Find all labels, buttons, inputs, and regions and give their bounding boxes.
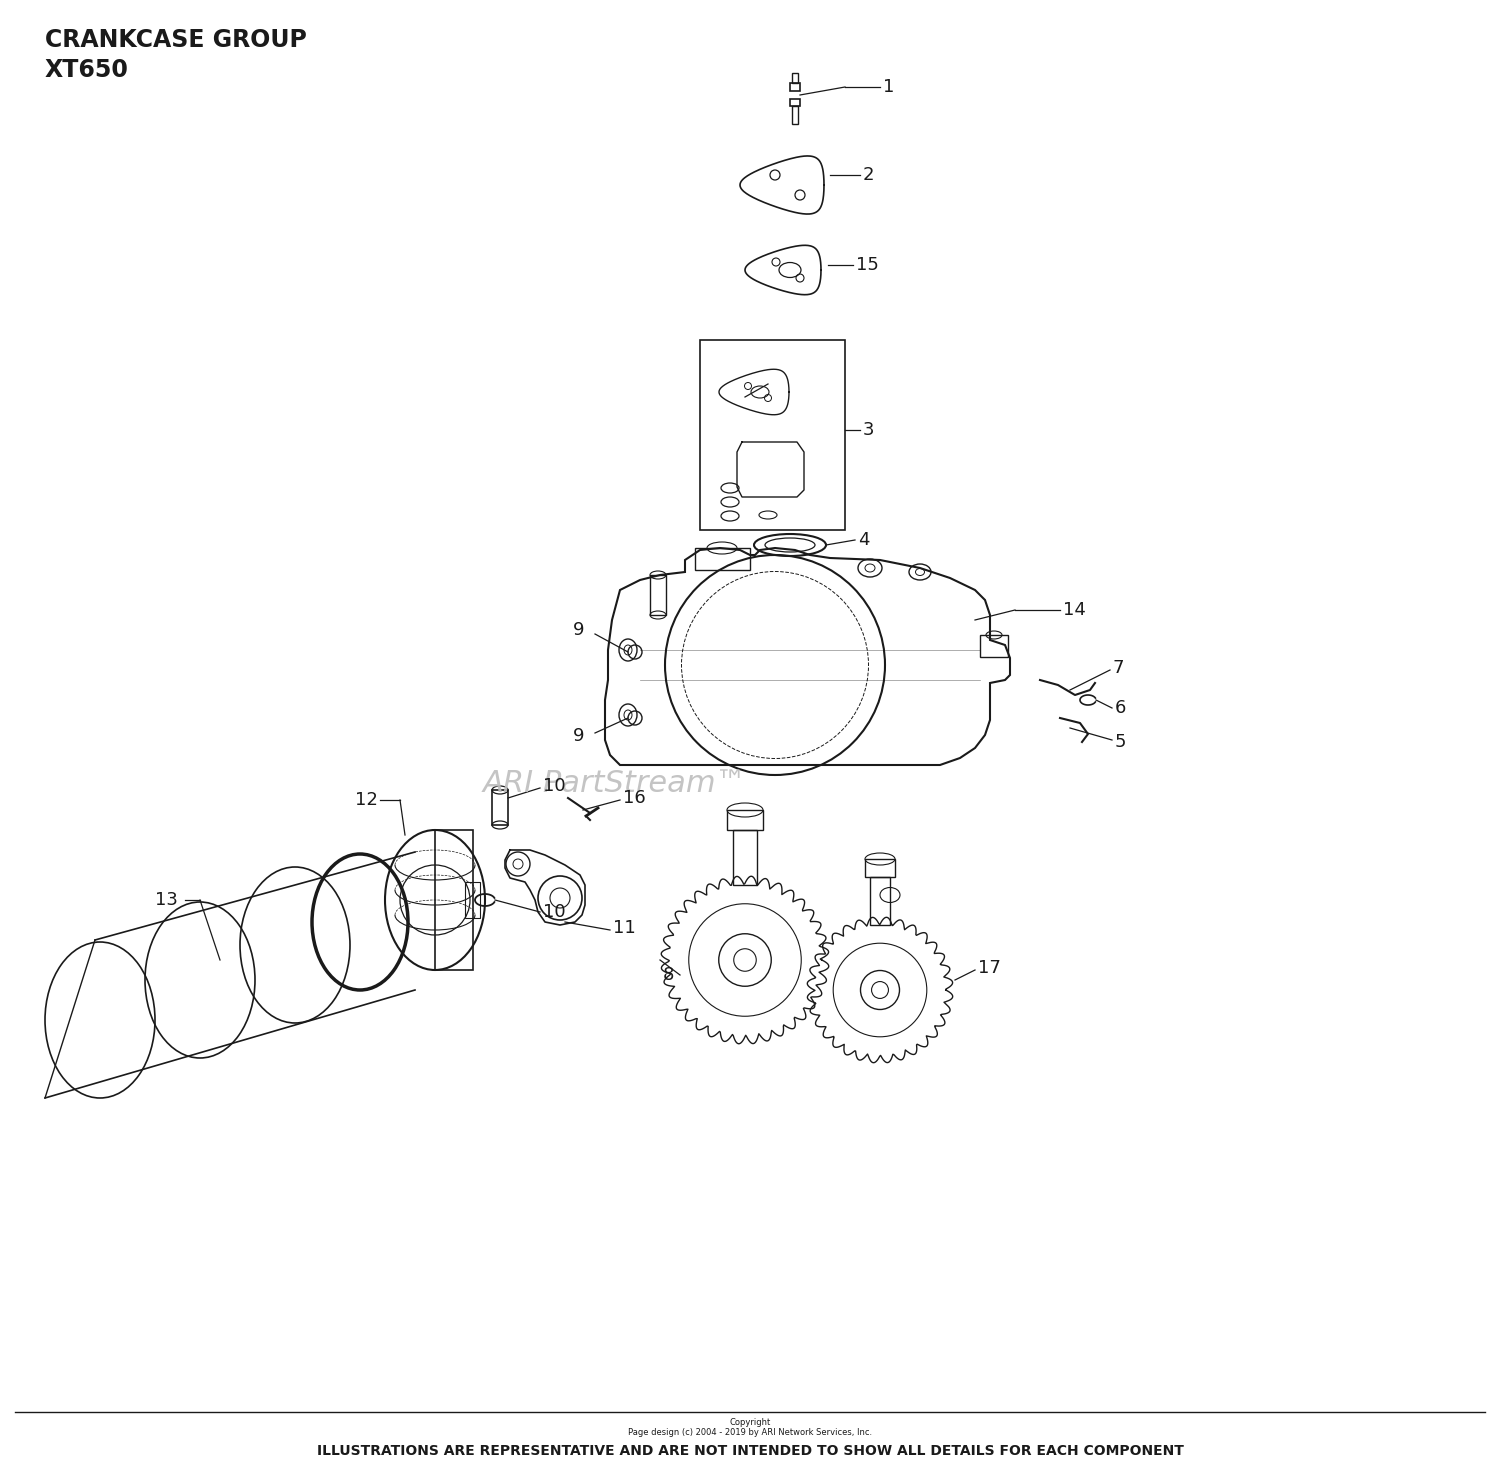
Bar (980, 635, 1008, 657)
Bar (865, 859, 895, 877)
Bar (465, 881, 480, 918)
Text: ILLUSTRATIONS ARE REPRESENTATIVE AND ARE NOT INTENDED TO SHOW ALL DETAILS FOR EA: ILLUSTRATIONS ARE REPRESENTATIVE AND ARE… (316, 1444, 1184, 1458)
Text: 8: 8 (663, 966, 675, 984)
Text: 9: 9 (573, 728, 585, 745)
Text: 9: 9 (573, 621, 585, 638)
Text: 3: 3 (862, 422, 874, 439)
Text: Copyright: Copyright (729, 1419, 771, 1427)
Bar (492, 791, 508, 826)
Bar (728, 810, 764, 830)
Bar (870, 877, 889, 925)
Text: 5: 5 (1114, 733, 1126, 751)
Text: 7: 7 (1113, 659, 1125, 676)
Text: 16: 16 (622, 789, 645, 807)
Text: 11: 11 (614, 919, 636, 937)
Bar (700, 340, 844, 530)
Text: 10: 10 (543, 903, 566, 921)
Text: 17: 17 (978, 959, 1000, 976)
Text: 4: 4 (858, 531, 870, 549)
Bar (734, 830, 758, 886)
Text: XT650: XT650 (45, 59, 129, 82)
Bar (694, 548, 750, 569)
Text: 15: 15 (856, 256, 879, 274)
Text: CRANKCASE GROUP: CRANKCASE GROUP (45, 28, 308, 53)
Text: 10: 10 (543, 777, 566, 795)
Text: 14: 14 (1064, 602, 1086, 619)
Text: ARI PartStream™: ARI PartStream™ (483, 769, 747, 798)
Text: 1: 1 (884, 78, 894, 97)
Bar (792, 105, 798, 124)
Text: 6: 6 (1114, 698, 1126, 717)
Bar (790, 100, 800, 105)
Text: 2: 2 (862, 165, 874, 184)
Text: 13: 13 (154, 892, 178, 909)
Bar (435, 830, 472, 971)
Bar (650, 575, 666, 615)
Text: 12: 12 (356, 791, 378, 810)
Bar (792, 73, 798, 83)
Bar (790, 83, 800, 91)
Text: Page design (c) 2004 - 2019 by ARI Network Services, Inc.: Page design (c) 2004 - 2019 by ARI Netwo… (628, 1427, 872, 1438)
